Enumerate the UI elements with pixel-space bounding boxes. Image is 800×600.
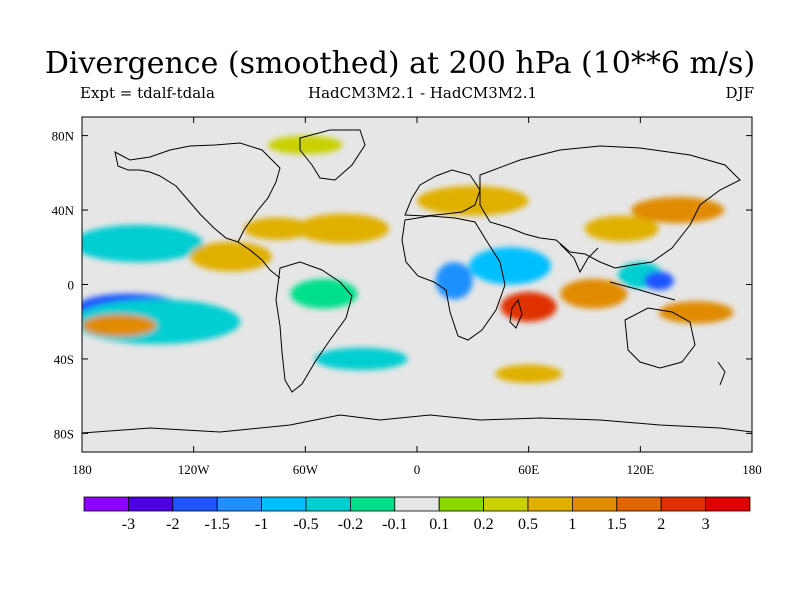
chart-title: Divergence (smoothed) at 200 hPa (10**6 … [44, 46, 756, 81]
colorbar-swatch [172, 496, 218, 512]
divergence-anomaly [82, 314, 157, 337]
y-tick-label: 40S [54, 352, 74, 367]
divergence-field [82, 135, 734, 384]
colorbar-swatch [261, 496, 307, 512]
divergence-anomaly [469, 247, 551, 285]
divergence-anomaly [268, 135, 343, 155]
y-tick-label: 80N [52, 129, 75, 144]
y-axis-ticks: 80N 40N 0 40S 80S [52, 129, 752, 441]
experiment-label: Expt = tdalf-tdala [80, 84, 215, 102]
model-label: HadCM3M2.1 - HadCM3M2.1 [308, 84, 538, 102]
colorbar-swatch [660, 496, 707, 512]
coastline-asia [479, 145, 741, 269]
coastline-india [559, 243, 599, 274]
coastline-greenland [299, 129, 366, 181]
colorbar-swatch [349, 496, 396, 512]
y-tick-label: 80S [54, 426, 74, 441]
colorbar-label: -2 [166, 516, 179, 533]
divergence-anomaly [82, 224, 203, 263]
coastline-north-america [114, 142, 281, 243]
colorbar-swatch [483, 496, 529, 512]
coastline-south-america [275, 261, 353, 393]
x-axis-ticks: 180 120W 60W 0 60E 120E 180 [72, 117, 762, 477]
x-tick-label: 120W [178, 462, 211, 477]
divergence-anomaly [243, 217, 311, 240]
x-tick-label: 180 [72, 462, 92, 477]
x-tick-label: 60W [293, 462, 319, 477]
colorbar-label: 2 [657, 516, 665, 533]
y-tick-label: 40N [52, 203, 75, 218]
divergence-anomaly [435, 262, 473, 300]
divergence-anomaly [417, 185, 529, 216]
colorbar-label: 1 [568, 516, 576, 533]
coastline-africa [401, 215, 506, 341]
season-label: DJF [725, 84, 754, 102]
colorbar-swatch [83, 496, 129, 512]
colorbar-swatch [705, 496, 751, 512]
colorbar-label: -0.2 [338, 516, 363, 533]
x-tick-label: 0 [414, 462, 421, 477]
y-tick-label: 0 [68, 278, 75, 293]
coastline-new-zealand [717, 361, 726, 386]
colorbar-label: 0.1 [429, 516, 449, 533]
colorbar-swatch [305, 496, 351, 512]
colorbar-swatch [394, 496, 440, 512]
coastline-australia [624, 307, 696, 369]
colorbar-label: 3 [702, 516, 710, 533]
colorbar-label: 1.5 [607, 516, 627, 533]
colorbar-label: -3 [122, 516, 135, 533]
colorbar-label: -0.1 [382, 516, 407, 533]
x-tick-label: 120E [627, 462, 655, 477]
colorbar-swatch [216, 496, 262, 512]
colorbar-label: -0.5 [293, 516, 318, 533]
coastlines [82, 129, 752, 434]
divergence-anomaly [314, 347, 408, 371]
colorbar-label: 0.5 [518, 516, 538, 533]
x-tick-label: 60E [518, 462, 539, 477]
colorbar-label: 0.2 [474, 516, 494, 533]
divergence-anomaly [658, 301, 734, 324]
divergence-anomaly [560, 278, 628, 309]
colorbar-label: -1.5 [205, 516, 230, 533]
coastline-central-america [237, 241, 281, 279]
coastline-indonesia [609, 281, 676, 301]
colorbar-swatch [572, 496, 618, 512]
colorbar-swatch [527, 496, 573, 512]
colorbar-swatch [127, 496, 174, 512]
divergence-anomaly [631, 197, 725, 224]
divergence-anomaly [495, 364, 563, 384]
colorbar-label: -1 [255, 516, 268, 533]
x-tick-label: 180 [742, 462, 762, 477]
divergence-anomaly [644, 271, 674, 291]
colorbar-swatch [438, 496, 485, 512]
coastline-antarctica [82, 414, 752, 434]
divergence-anomaly [189, 241, 272, 272]
colorbar: -3 -2 -1.5 -1 -0.5 -0.2 -0.1 0.1 0.2 0.5 1 1.5 2 3 [83, 496, 751, 533]
divergence-anomaly [296, 213, 390, 244]
coastline-madagascar [509, 298, 523, 329]
coastline-europe [404, 169, 481, 217]
divergence-anomaly [500, 291, 557, 322]
divergence-anomaly [290, 278, 358, 309]
colorbar-swatch [616, 496, 662, 512]
divergence-anomaly [584, 215, 659, 242]
